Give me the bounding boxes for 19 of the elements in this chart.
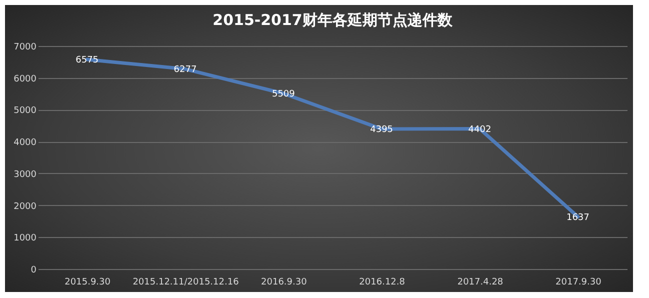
y-tick-label: 2000 — [14, 202, 37, 212]
x-tick-label: 2016.12.8 — [359, 278, 406, 288]
y-tick-label: 0 — [30, 266, 37, 276]
y-tick-label: 4000 — [14, 138, 37, 148]
x-tick-label: 2015.12.11/2015.12.16 — [132, 278, 240, 288]
data-label: 1637 — [566, 212, 590, 223]
x-tick-label: 2015.9.30 — [64, 278, 111, 288]
data-label: 5509 — [272, 90, 296, 100]
chart-title: 2015-2017财年各延期节点递件数 — [212, 11, 454, 29]
data-label: 6575 — [76, 56, 99, 66]
y-tick-label: 3000 — [14, 170, 37, 180]
x-tick-label: 2017.4.28 — [457, 278, 504, 288]
x-tick-label: 2017.9.30 — [556, 278, 602, 288]
data-label: 4402 — [468, 124, 492, 135]
x-tick-label: 2016.9.30 — [261, 278, 308, 288]
y-tick-label: 5000 — [14, 106, 37, 116]
y-tick-label: 7000 — [14, 42, 37, 52]
y-tick-label: 6000 — [14, 74, 37, 84]
y-tick-label: 1000 — [14, 234, 37, 244]
